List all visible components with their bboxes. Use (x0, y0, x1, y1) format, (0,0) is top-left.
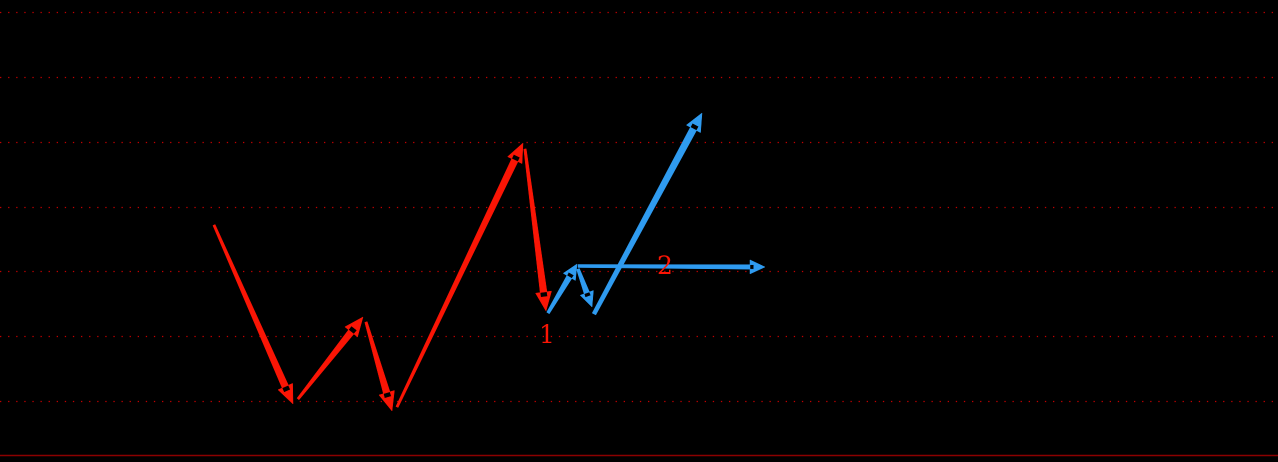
blue-horizontal-arrow-segment (577, 259, 766, 275)
red-impulse-zigzag-segment (395, 142, 524, 408)
drawing-layer (212, 112, 766, 412)
blue-correction-zigzag-segment (576, 268, 594, 308)
red-impulse-zigzag-segment (296, 316, 364, 401)
wave-label-2: 2 (657, 251, 673, 280)
blue-projection-up-arrow-segment (591, 112, 703, 316)
red-impulse-zigzag-segment (212, 224, 294, 405)
red-impulse-zigzag-segment (523, 148, 552, 312)
blue-correction-zigzag-segment (546, 263, 578, 315)
wave-label-1: 1 (539, 320, 555, 349)
red-impulse-zigzag-segment (364, 321, 395, 412)
gridline-layer (0, 11, 1278, 457)
